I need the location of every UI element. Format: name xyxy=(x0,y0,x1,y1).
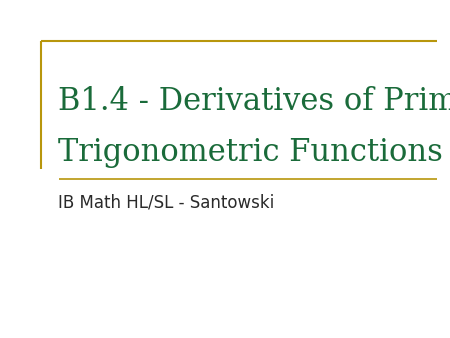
Text: B1.4 - Derivatives of Primary: B1.4 - Derivatives of Primary xyxy=(58,86,450,117)
Text: Trigonometric Functions: Trigonometric Functions xyxy=(58,137,443,168)
Text: IB Math HL/SL - Santowski: IB Math HL/SL - Santowski xyxy=(58,194,275,212)
